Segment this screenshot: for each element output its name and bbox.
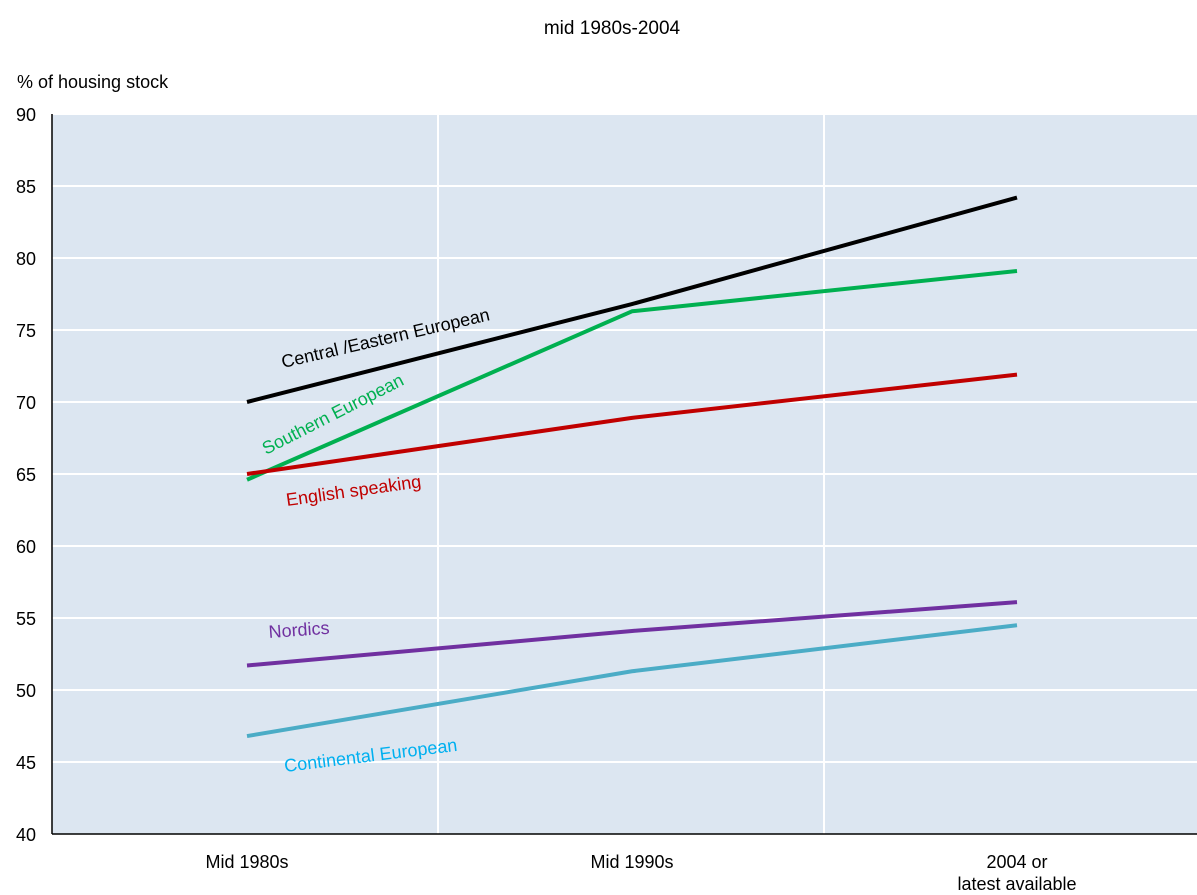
y-axis-label: % of housing stock: [17, 72, 169, 92]
y-tick-label-4: 60: [16, 537, 36, 557]
y-tick-label-0: 40: [16, 825, 36, 845]
x-tick-labels: Mid 1980s Mid 1990s 2004 or latest availabl…: [205, 852, 1076, 894]
y-tick-labels: 40 45 50 55 60 65 70 75 80 85 90: [16, 105, 36, 845]
axes: [51, 114, 1197, 835]
y-tick-label-3: 55: [16, 609, 36, 629]
series-line-0: [246, 195, 1018, 404]
x-tick-label-0: Mid 1980s: [205, 852, 288, 872]
series-line-2: [246, 372, 1018, 476]
x-tick-label-2: 2004 or latest available: [957, 852, 1076, 894]
y-tick-label-7: 75: [16, 321, 36, 341]
x-tick-label-1: Mid 1990s: [590, 852, 673, 872]
y-tick-label-1: 45: [16, 753, 36, 773]
y-tick-label-2: 50: [16, 681, 36, 701]
series-line-1: [246, 268, 1018, 482]
y-tick-label-6: 70: [16, 393, 36, 413]
chart-title: mid 1980s-2004: [544, 18, 681, 39]
series-lines: [246, 195, 1018, 739]
y-tick-label-9: 85: [16, 177, 36, 197]
gridlines: [52, 113, 1197, 834]
series-line-4: [246, 623, 1018, 739]
series-line-3: [246, 600, 1018, 668]
series-label-3: Nordics: [268, 618, 330, 642]
y-tick-label-10: 90: [16, 105, 36, 125]
y-tick-label-8: 80: [16, 249, 36, 269]
y-tick-label-5: 65: [16, 465, 36, 485]
